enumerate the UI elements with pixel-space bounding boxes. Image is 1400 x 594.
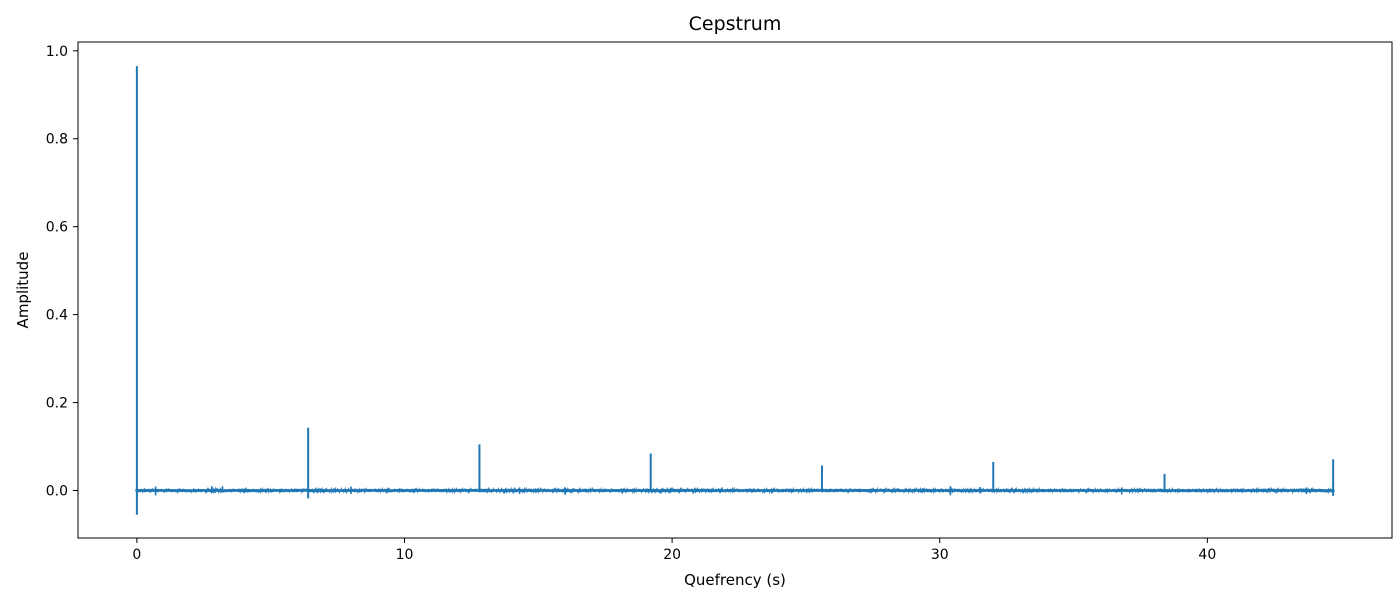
chart-title: Cepstrum (689, 13, 782, 35)
axes-background (78, 42, 1392, 538)
plot-area (77, 41, 1393, 539)
x-axis-label: Quefrency (s) (684, 571, 786, 589)
series-line (135, 66, 1335, 515)
y-tick-label: 0.4 (46, 308, 68, 324)
axes-frame (77, 41, 1393, 539)
x-tick-label: 10 (396, 547, 414, 563)
y-tick-label: 0.8 (46, 132, 68, 148)
y-tick-label: 0.0 (46, 484, 68, 500)
x-tick-label: 30 (931, 547, 949, 563)
x-tick-label: 40 (1198, 547, 1216, 563)
series-layer (135, 66, 1335, 515)
x-axis-ticks: 0 10 20 30 40 (132, 538, 1216, 563)
x-tick-label: 20 (663, 547, 681, 563)
y-axis-ticks: 0.0 0.2 0.4 0.6 0.8 1.0 (46, 44, 78, 500)
y-axis-label: Amplitude (14, 252, 32, 329)
y-tick-label: 0.6 (46, 220, 68, 236)
y-tick-label: 0.2 (46, 396, 68, 412)
y-tick-label: 1.0 (46, 44, 68, 60)
x-tick-label: 0 (132, 547, 141, 563)
